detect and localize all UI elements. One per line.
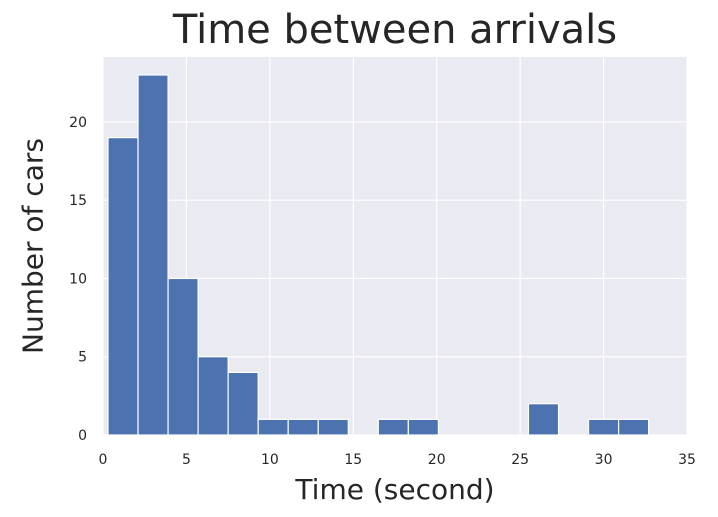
y-tick-label: 5 bbox=[78, 350, 87, 366]
histogram-bar bbox=[257, 418, 289, 436]
x-tick-label: 10 bbox=[261, 452, 279, 468]
x-tick-label: 15 bbox=[344, 452, 362, 468]
x-tick-label: 25 bbox=[511, 452, 529, 468]
x-tick-label: 35 bbox=[678, 452, 696, 468]
y-tick-label: 10 bbox=[69, 271, 87, 287]
histogram-bar bbox=[107, 137, 139, 436]
histogram-bar bbox=[137, 74, 169, 436]
grid-lines bbox=[102, 57, 688, 436]
histogram-bar bbox=[197, 356, 229, 436]
histogram-bar bbox=[287, 418, 319, 436]
y-tick-label: 15 bbox=[69, 193, 87, 209]
histogram-bar bbox=[377, 418, 409, 436]
histogram-bar bbox=[317, 418, 349, 436]
histogram-bar bbox=[167, 277, 199, 436]
histogram-bar bbox=[407, 418, 439, 436]
x-tick-label: 5 bbox=[182, 452, 191, 468]
histogram-bar bbox=[617, 418, 650, 436]
y-tick-label: 20 bbox=[69, 115, 87, 131]
histogram-bar bbox=[587, 418, 620, 436]
tick-labels: 0 5 10 15 20 25 30 35 0 5 10 15 20 bbox=[69, 115, 696, 468]
x-tick-label: 30 bbox=[595, 452, 613, 468]
histogram-bar bbox=[227, 371, 259, 436]
histogram-bar bbox=[527, 403, 560, 436]
y-axis-label: Number of cars bbox=[16, 138, 50, 354]
y-tick-label: 0 bbox=[78, 428, 87, 444]
chart-title: Time between arrivals bbox=[172, 7, 618, 53]
x-tick-label: 20 bbox=[428, 452, 446, 468]
histogram-bars bbox=[107, 74, 650, 436]
x-axis-label: Time (second) bbox=[295, 473, 495, 506]
x-tick-label: 0 bbox=[99, 452, 108, 468]
